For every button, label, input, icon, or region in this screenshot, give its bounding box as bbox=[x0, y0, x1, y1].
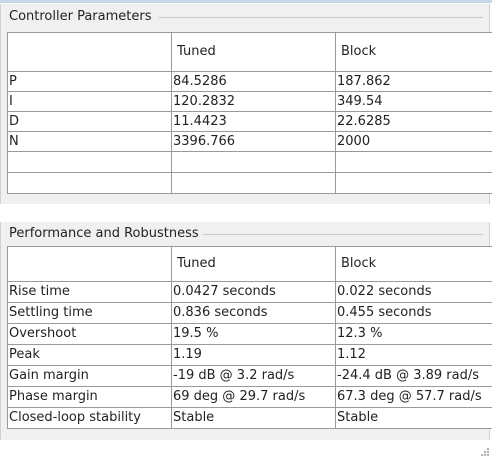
block-value[interactable]: 349.54 bbox=[335, 91, 492, 112]
parameter-name: D bbox=[7, 111, 172, 132]
tuned-value[interactable]: 120.2832 bbox=[171, 91, 336, 112]
column-header-block: Block bbox=[335, 246, 492, 282]
table-row-empty[interactable] bbox=[7, 151, 492, 173]
table-row[interactable]: Settling time 0.836 seconds 0.455 second… bbox=[7, 302, 492, 324]
panel-title: Controller Parameters bbox=[9, 9, 152, 24]
block-value[interactable]: Stable bbox=[335, 407, 492, 429]
table-row[interactable]: Overshoot 19.5 % 12.3 % bbox=[7, 323, 492, 345]
table-header-row: Tuned Block bbox=[7, 246, 492, 282]
block-value[interactable]: 22.6285 bbox=[335, 111, 492, 132]
metric-name: Closed-loop stability bbox=[7, 407, 172, 429]
panel-title: Performance and Robustness bbox=[9, 226, 199, 241]
table-row[interactable]: Rise time 0.0427 seconds 0.022 seconds bbox=[7, 281, 492, 303]
table-row-empty[interactable] bbox=[7, 172, 492, 194]
column-header-metric bbox=[7, 246, 172, 282]
metric-name: Overshoot bbox=[7, 323, 172, 345]
performance-robustness-table[interactable]: Tuned Block Rise time 0.0427 seconds 0.0… bbox=[7, 246, 492, 429]
column-header-parameter bbox=[7, 32, 172, 72]
parameter-name: N bbox=[7, 131, 172, 152]
empty-cell[interactable] bbox=[7, 172, 172, 194]
block-value[interactable]: 0.455 seconds bbox=[335, 302, 492, 324]
block-value[interactable]: -24.4 dB @ 3.89 rad/s bbox=[335, 365, 492, 387]
block-value[interactable]: 67.3 deg @ 57.7 rad/s bbox=[335, 386, 492, 408]
metric-name: Rise time bbox=[7, 281, 172, 303]
controller-parameters-panel: Controller Parameters Tuned Block P 84.5… bbox=[0, 4, 492, 204]
controller-parameters-table[interactable]: Tuned Block P 84.5286 187.862 I 120.2832… bbox=[7, 32, 492, 194]
empty-cell[interactable] bbox=[7, 151, 172, 173]
column-header-tuned: Tuned bbox=[171, 246, 336, 282]
table-row[interactable]: I 120.2832 349.54 bbox=[7, 91, 492, 112]
table-row[interactable]: Phase margin 69 deg @ 29.7 rad/s 67.3 de… bbox=[7, 386, 492, 408]
group-border bbox=[159, 17, 483, 18]
block-value[interactable]: 187.862 bbox=[335, 71, 492, 92]
table-header-row: Tuned Block bbox=[7, 32, 492, 72]
table-row[interactable]: P 84.5286 187.862 bbox=[7, 71, 492, 92]
tuned-value[interactable]: 0.0427 seconds bbox=[171, 281, 336, 303]
block-value[interactable]: 1.12 bbox=[335, 344, 492, 366]
empty-cell[interactable] bbox=[335, 151, 492, 173]
block-value[interactable]: 12.3 % bbox=[335, 323, 492, 345]
column-header-tuned: Tuned bbox=[171, 32, 336, 72]
tuned-value[interactable]: 69 deg @ 29.7 rad/s bbox=[171, 386, 336, 408]
parameter-name: I bbox=[7, 91, 172, 112]
empty-cell[interactable] bbox=[171, 151, 336, 173]
tuned-value[interactable]: Stable bbox=[171, 407, 336, 429]
performance-robustness-panel: Performance and Robustness Tuned Block R… bbox=[0, 222, 492, 440]
window-top-edge bbox=[0, 0, 492, 3]
tuned-value[interactable]: 11.4423 bbox=[171, 111, 336, 132]
metric-name: Phase margin bbox=[7, 386, 172, 408]
tuned-value[interactable]: 0.836 seconds bbox=[171, 302, 336, 324]
block-value[interactable]: 2000 bbox=[335, 131, 492, 152]
table-row[interactable]: Gain margin -19 dB @ 3.2 rad/s -24.4 dB … bbox=[7, 365, 492, 387]
table-row[interactable]: D 11.4423 22.6285 bbox=[7, 111, 492, 132]
column-header-block: Block bbox=[335, 32, 492, 72]
tuned-value[interactable]: 3396.766 bbox=[171, 131, 336, 152]
empty-cell[interactable] bbox=[335, 172, 492, 194]
tuned-value[interactable]: 19.5 % bbox=[171, 323, 336, 345]
group-border bbox=[203, 234, 483, 235]
table-row[interactable]: Closed-loop stability Stable Stable bbox=[7, 407, 492, 429]
resize-grip-icon[interactable] bbox=[481, 448, 489, 456]
table-row[interactable]: Peak 1.19 1.12 bbox=[7, 344, 492, 366]
tuned-value[interactable]: 84.5286 bbox=[171, 71, 336, 92]
tuned-value[interactable]: 1.19 bbox=[171, 344, 336, 366]
block-value[interactable]: 0.022 seconds bbox=[335, 281, 492, 303]
metric-name: Settling time bbox=[7, 302, 172, 324]
table-row[interactable]: N 3396.766 2000 bbox=[7, 131, 492, 152]
tuned-value[interactable]: -19 dB @ 3.2 rad/s bbox=[171, 365, 336, 387]
parameter-name: P bbox=[7, 71, 172, 92]
empty-cell[interactable] bbox=[171, 172, 336, 194]
metric-name: Gain margin bbox=[7, 365, 172, 387]
metric-name: Peak bbox=[7, 344, 172, 366]
